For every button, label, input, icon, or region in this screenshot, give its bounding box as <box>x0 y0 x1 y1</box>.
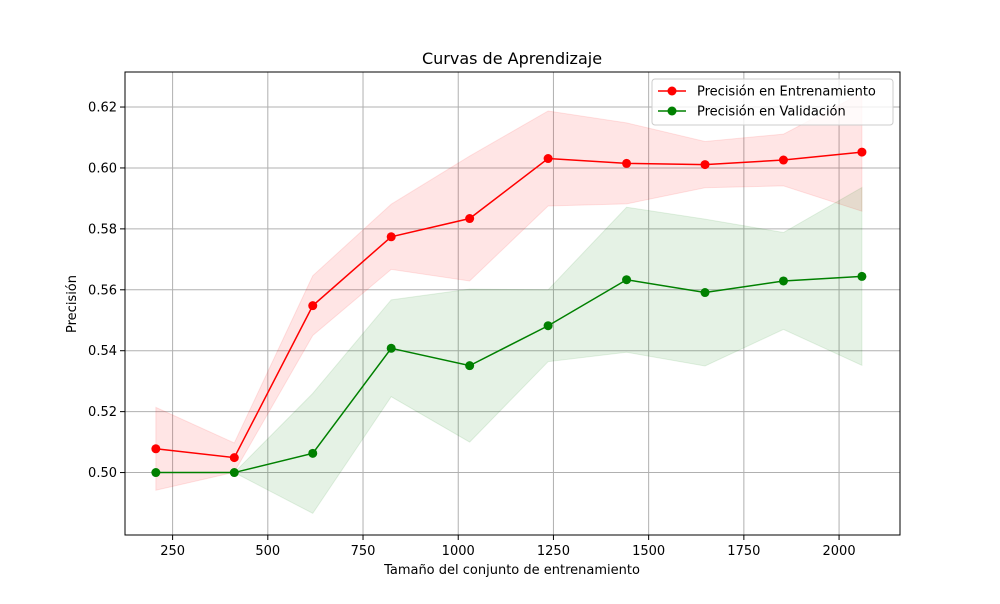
y-tick-label: 0.58 <box>88 222 117 237</box>
legend: Precisión en Entrenamiento Precisión en V… <box>651 78 894 126</box>
legend-marker-1 <box>667 106 677 116</box>
legend-marker-0 <box>667 86 677 96</box>
y-tick-label: 0.50 <box>88 466 117 481</box>
series-0-point <box>465 214 475 224</box>
y-tick-label: 0.52 <box>88 405 117 420</box>
x-axis-ticks: 250 500 750 1000 1250 1500 1750 2000 <box>160 535 856 559</box>
y-axis-label: Precisión <box>65 275 80 333</box>
series-1-line <box>155 275 862 474</box>
legend-label-0: Precisión en Entrenamiento <box>697 85 876 100</box>
series-1-point <box>229 468 239 478</box>
series-0-point <box>229 453 239 463</box>
x-tick-label: 1000 <box>442 544 475 559</box>
series-0-point <box>857 147 867 157</box>
x-tick-label: 1750 <box>727 544 760 559</box>
series-0-point <box>622 158 632 168</box>
y-tick-label: 0.60 <box>88 161 117 176</box>
series-0-line <box>155 151 862 459</box>
series-lines <box>155 151 862 474</box>
series-0-band <box>155 92 863 491</box>
series-0-point <box>700 160 710 170</box>
series-0-point <box>778 155 788 165</box>
y-tick-label: 0.56 <box>88 283 117 298</box>
legend-label-1: Precisión en Validación <box>697 105 846 120</box>
y-tick-label: 0.62 <box>88 101 117 116</box>
x-tick-label: 1500 <box>632 544 665 559</box>
x-tick-label: 500 <box>255 544 280 559</box>
series-1-point <box>151 468 161 478</box>
x-tick-label: 750 <box>351 544 376 559</box>
series-1-point <box>622 275 632 285</box>
series-points <box>151 147 867 478</box>
chart-title: Curvas de Aprendizaje <box>422 49 602 68</box>
x-axis-label: Tamaño del conjunto de entrenamiento <box>383 563 640 578</box>
series-0-point <box>543 154 553 164</box>
series-1-point <box>857 271 867 281</box>
series-0-point <box>151 444 161 454</box>
series-1-point <box>700 288 710 298</box>
y-tick-label: 0.54 <box>88 344 117 359</box>
series-1-point <box>543 321 553 331</box>
x-tick-label: 2000 <box>823 544 856 559</box>
legend-box <box>651 78 894 126</box>
series-1-point <box>308 448 318 458</box>
y-axis-ticks: 0.50 0.52 0.54 0.56 0.58 0.60 0.62 <box>88 101 125 481</box>
plot-frame <box>124 71 901 536</box>
series-1-point <box>386 343 396 353</box>
confidence-bands <box>155 92 863 515</box>
series-0-point <box>308 301 318 311</box>
x-tick-label: 250 <box>160 544 185 559</box>
grid <box>125 72 900 535</box>
series-0-point <box>386 232 396 242</box>
x-tick-label: 1250 <box>537 544 570 559</box>
series-1-point <box>778 276 788 286</box>
series-1-point <box>465 361 475 371</box>
